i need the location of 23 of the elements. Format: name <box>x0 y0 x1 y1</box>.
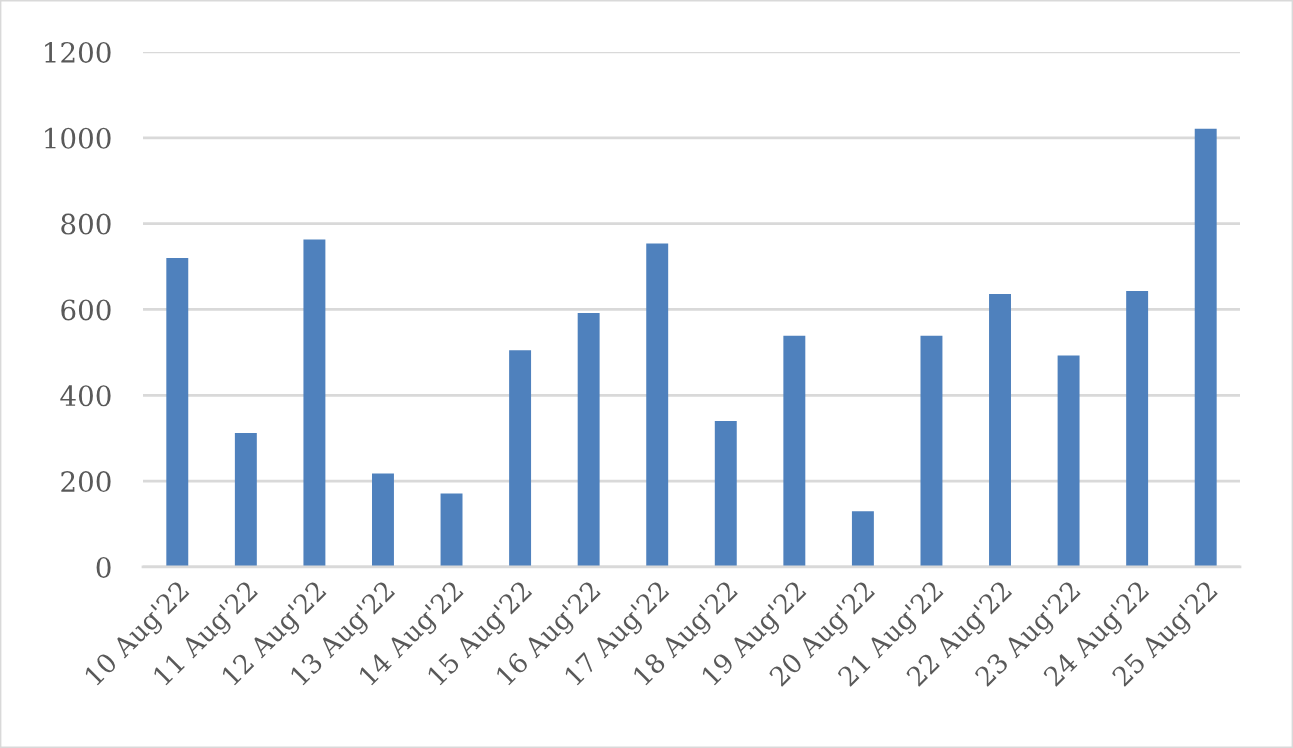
bar <box>1194 128 1217 567</box>
y-tick-label: 200 <box>61 471 111 493</box>
bar <box>234 433 257 567</box>
bar <box>920 335 943 567</box>
bar <box>714 421 737 567</box>
bar <box>440 493 463 567</box>
bar <box>372 473 394 567</box>
bar <box>646 243 669 567</box>
bar <box>509 350 532 567</box>
bar <box>989 294 1011 567</box>
bar <box>1057 355 1080 567</box>
bar <box>166 257 189 567</box>
y-tick-label: 800 <box>61 213 111 235</box>
bar <box>303 239 326 567</box>
y-tick-label: 600 <box>61 299 111 321</box>
bar <box>1126 291 1149 567</box>
y-tick-label: 0 <box>96 556 111 578</box>
bar <box>577 312 600 567</box>
y-tick-label: 400 <box>60 385 111 407</box>
y-tick-label: 1000 <box>45 127 111 149</box>
bar <box>851 511 874 567</box>
y-tick-label: 1200 <box>45 41 111 63</box>
bar <box>783 335 806 567</box>
